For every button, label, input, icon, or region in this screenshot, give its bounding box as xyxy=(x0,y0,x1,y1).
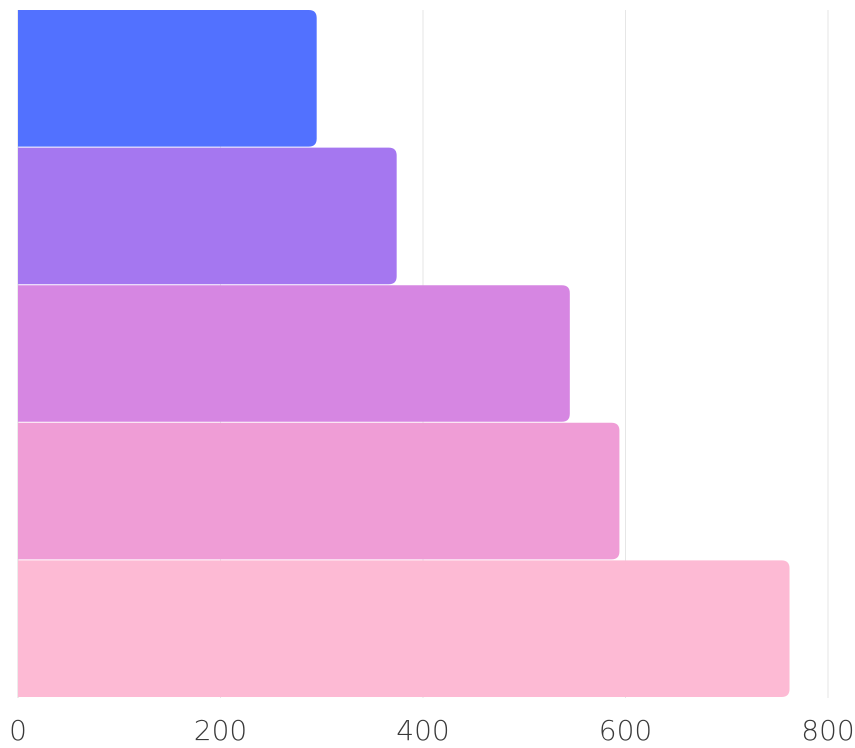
bar-5 xyxy=(18,560,790,697)
x-tick-label: 200 xyxy=(194,714,247,744)
bars xyxy=(18,10,790,697)
x-tick-label: 0 xyxy=(9,714,27,744)
x-tick-label: 400 xyxy=(396,714,449,744)
bar-4 xyxy=(18,422,620,560)
x-tick-label: 800 xyxy=(801,714,854,744)
bar-2 xyxy=(18,147,397,285)
x-axis: 0 200 400 600 800 xyxy=(9,714,855,747)
bar-3 xyxy=(18,285,570,422)
x-tick-label: 600 xyxy=(599,714,652,744)
bar-1 xyxy=(18,10,317,147)
